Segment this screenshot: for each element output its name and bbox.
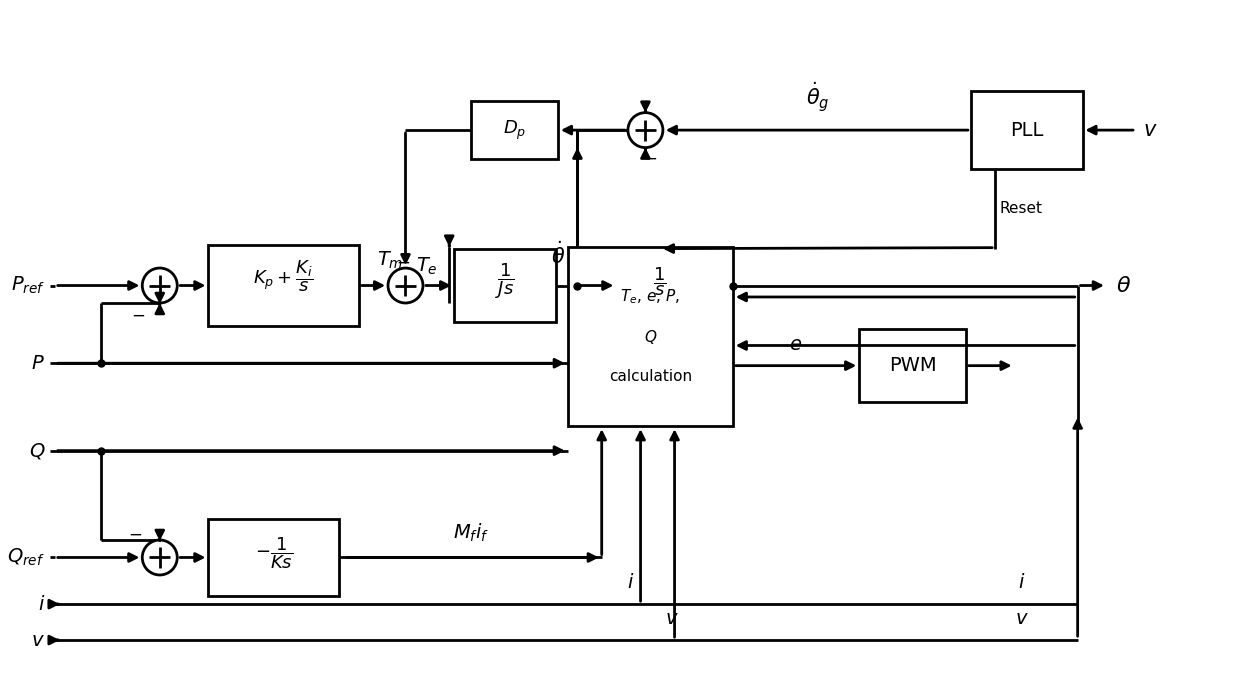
Text: PLL: PLL <box>1009 121 1043 140</box>
Text: $i$: $i$ <box>37 594 45 613</box>
Text: $P$: $P$ <box>31 354 45 373</box>
Text: $T_m$: $T_m$ <box>377 249 403 271</box>
Text: $M_f i_f$: $M_f i_f$ <box>453 522 489 544</box>
Text: $P_{ref}$: $P_{ref}$ <box>11 275 45 296</box>
Text: Reset: Reset <box>999 202 1043 216</box>
FancyBboxPatch shape <box>568 247 733 427</box>
Text: $-$: $-$ <box>129 524 143 542</box>
Text: $\theta$: $\theta$ <box>1116 276 1132 295</box>
FancyBboxPatch shape <box>470 101 558 159</box>
Text: $v$: $v$ <box>31 631 45 650</box>
Text: $K_p+\dfrac{K_i}{s}$: $K_p+\dfrac{K_i}{s}$ <box>253 258 314 294</box>
Circle shape <box>143 268 177 303</box>
Text: $\dot{\theta}$: $\dot{\theta}$ <box>552 241 565 268</box>
Text: $Q_{ref}$: $Q_{ref}$ <box>7 547 45 568</box>
Circle shape <box>388 268 423 303</box>
Text: $T_e$: $T_e$ <box>415 255 438 277</box>
FancyBboxPatch shape <box>971 91 1083 169</box>
FancyBboxPatch shape <box>616 249 703 322</box>
FancyBboxPatch shape <box>208 518 340 596</box>
Text: calculation: calculation <box>609 369 692 384</box>
Text: $v$: $v$ <box>1014 609 1029 628</box>
FancyBboxPatch shape <box>208 245 358 326</box>
Text: $v$: $v$ <box>1143 120 1157 140</box>
Circle shape <box>627 113 663 148</box>
FancyBboxPatch shape <box>859 329 966 402</box>
Text: $e$: $e$ <box>790 335 802 354</box>
Text: $Q$: $Q$ <box>644 328 657 346</box>
Text: $\dfrac{1}{Js}$: $\dfrac{1}{Js}$ <box>495 262 515 301</box>
Text: $D_p$: $D_p$ <box>502 119 526 142</box>
Text: $Q$: $Q$ <box>29 441 45 460</box>
Circle shape <box>143 540 177 575</box>
Text: $-$: $-$ <box>644 148 657 166</box>
Text: $v$: $v$ <box>665 609 680 628</box>
Text: $-$: $-$ <box>131 306 145 324</box>
Text: $i$: $i$ <box>627 574 635 592</box>
Text: $-\dfrac{1}{Ks}$: $-\dfrac{1}{Ks}$ <box>254 536 293 572</box>
Text: $\dot{\theta}_g$: $\dot{\theta}_g$ <box>806 80 830 114</box>
Text: $i$: $i$ <box>1018 574 1025 592</box>
Text: $T_e$, $e$, $P$,: $T_e$, $e$, $P$, <box>620 288 680 306</box>
Text: $-$: $-$ <box>397 252 410 270</box>
Text: PWM: PWM <box>889 356 936 375</box>
Text: $\dfrac{1}{s}$: $\dfrac{1}{s}$ <box>653 266 667 298</box>
FancyBboxPatch shape <box>454 249 556 322</box>
